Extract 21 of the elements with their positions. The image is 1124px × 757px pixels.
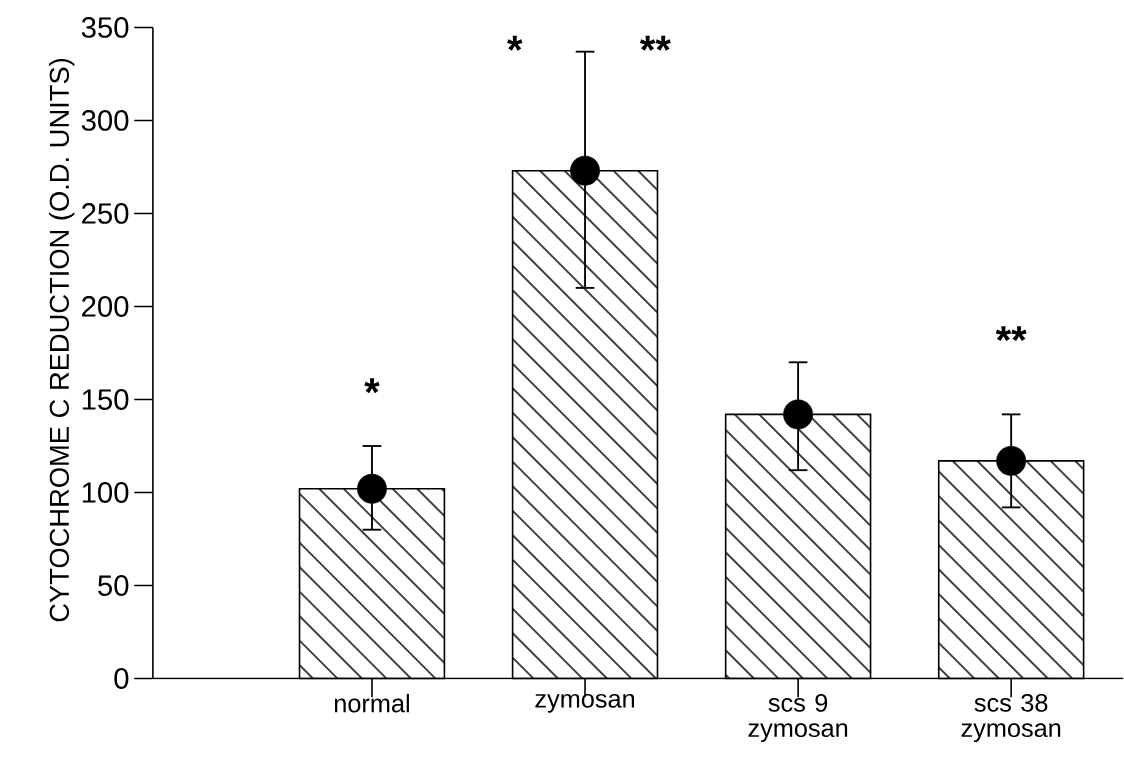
annotation: *: [507, 35, 523, 51]
y-tick-label: 250: [82, 202, 129, 224]
y-tick-label: 150: [82, 388, 129, 410]
y-tick-label: 0: [114, 667, 129, 689]
y-tick-label: 200: [82, 295, 129, 317]
annotation: **: [995, 326, 1027, 341]
y-tick-label: 50: [98, 574, 129, 596]
y-tick-label: 100: [82, 481, 129, 503]
x-tick-label: scs 9 zymosan: [748, 693, 848, 742]
point: [570, 155, 600, 186]
annotation: **: [639, 35, 671, 51]
y-tick-label: 300: [81, 109, 129, 131]
x-tick-label: scs 38 zymosan: [961, 693, 1061, 742]
x-tick-label: normal: [334, 693, 409, 713]
x-tick-label: zymosan: [535, 693, 635, 713]
point: [996, 445, 1027, 476]
point: [357, 473, 387, 504]
annotation: *: [364, 378, 380, 393]
y-tick-label: 350: [81, 16, 129, 38]
y-axis-title: CYTOCHROME C REDUCTION (O.D. UNITS): [48, 58, 75, 622]
point: [783, 399, 814, 430]
